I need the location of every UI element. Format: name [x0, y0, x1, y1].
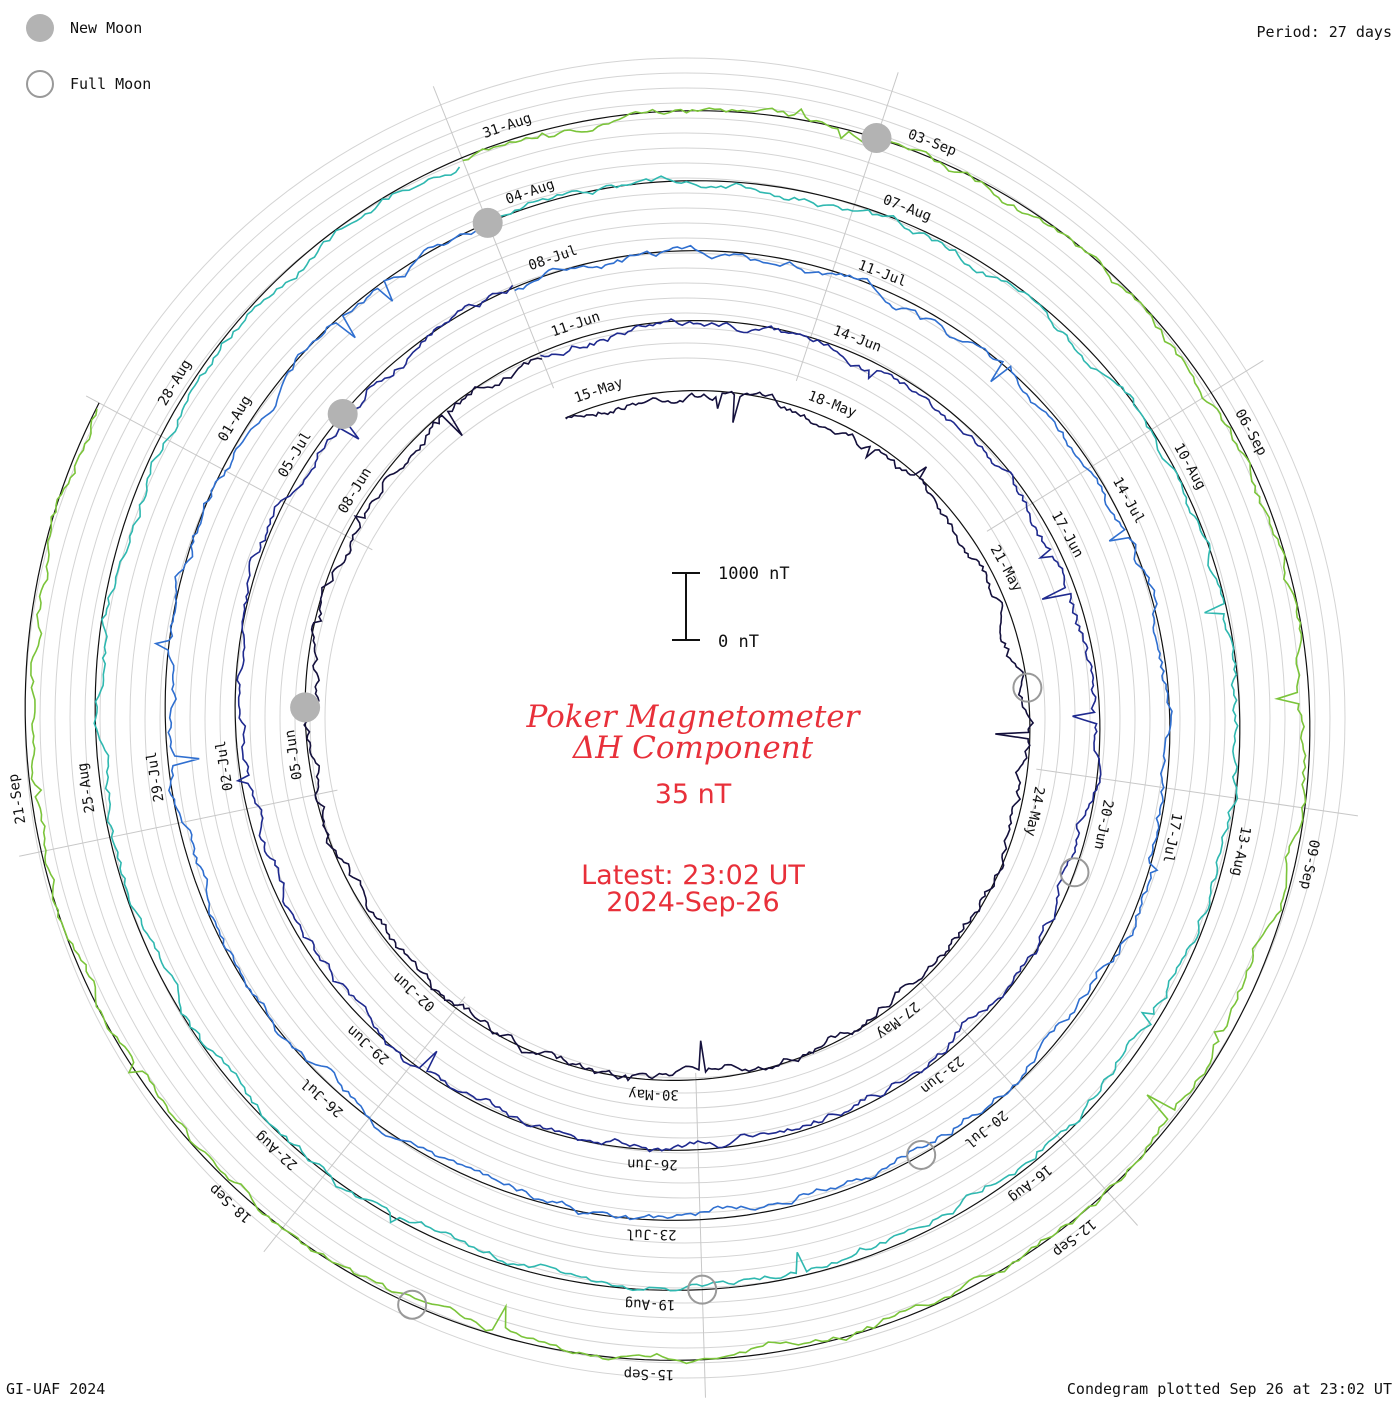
current-value: 35 nT — [655, 779, 732, 810]
date-label: 02-Jun — [390, 969, 439, 1014]
title-line-1: Poker Magnetometer — [526, 699, 862, 735]
full-moon-icon — [26, 70, 54, 98]
grid-spoke — [1036, 768, 1358, 817]
grid-spoke — [695, 1072, 706, 1398]
grid-ring — [54, 87, 1316, 1349]
grid-ring — [204, 237, 1166, 1199]
date-label: 21-Sep — [6, 773, 30, 825]
grid-spoke — [432, 86, 555, 389]
new-moon-marker — [472, 207, 503, 238]
grid-ring — [84, 117, 1286, 1319]
latest-time: Latest: 23:02 UT — [581, 860, 805, 891]
grid-spoke — [986, 359, 1264, 532]
trace-rotation-1 — [303, 357, 1035, 1082]
new-moon-marker — [290, 692, 321, 723]
full-moon-marker — [687, 1274, 718, 1305]
date-label: 11-Jun — [549, 309, 602, 341]
grid-ring — [249, 282, 1121, 1154]
date-label: 21-May — [987, 543, 1026, 595]
legend-new-moon-label: New Moon — [70, 19, 143, 37]
date-label: 05-Jun — [282, 729, 306, 781]
date-label: 10-Aug — [1170, 441, 1209, 493]
trace-rotation-4 — [93, 166, 1239, 1292]
date-label: 23-Jul — [626, 1226, 677, 1243]
scale-bottom-label: 0 nT — [718, 632, 759, 652]
moon-markers — [290, 123, 1090, 1320]
date-label: 18-May — [806, 388, 859, 421]
data-traces — [30, 107, 1307, 1365]
grid-ring — [144, 177, 1226, 1259]
date-label: 15-Sep — [624, 1366, 675, 1383]
trace-rotation-2 — [235, 284, 1102, 1153]
trace-rotation-5 — [30, 107, 1307, 1365]
date-label: 22-Aug — [252, 1128, 301, 1173]
new-moon-icon — [26, 14, 54, 42]
grid-ring — [174, 207, 1196, 1229]
date-label: 09-Sep — [1297, 838, 1322, 891]
grid-spoke — [795, 72, 899, 382]
new-moon-marker — [327, 399, 358, 430]
full-moon-marker — [1059, 857, 1090, 888]
date-label: 18-Sep — [206, 1181, 255, 1226]
period-label: Period: 27 days — [1256, 23, 1392, 41]
grid-rings — [24, 57, 1346, 1379]
date-label: 25-Aug — [75, 762, 99, 814]
grid-spoke — [263, 996, 466, 1253]
grid-spokes — [19, 72, 1358, 1398]
full-moon-marker — [1012, 672, 1043, 703]
legend-full-moon: Full Moon — [26, 68, 151, 100]
grid-ring — [324, 357, 1046, 1079]
center-title: Poker Magnetometer ΔH Component 35 nT La… — [526, 699, 862, 918]
grid-spoke — [920, 982, 1138, 1226]
date-label: 06-Sep — [1231, 407, 1270, 459]
grid-spoke — [85, 395, 373, 551]
new-moon-marker — [861, 123, 892, 154]
scale-bar: 1000 nT 0 nT — [672, 564, 790, 652]
date-label: 30-May — [628, 1086, 679, 1103]
full-moon-marker — [906, 1139, 937, 1170]
date-label: 15-May — [572, 375, 625, 407]
full-moon-marker — [397, 1289, 428, 1320]
date-label: 14-Jun — [831, 323, 884, 356]
grid-ring — [219, 252, 1151, 1184]
date-label: 17-Jul — [1159, 812, 1184, 865]
date-label: 19-Aug — [625, 1296, 676, 1313]
grid-ring — [69, 102, 1301, 1334]
grid-ring — [264, 297, 1106, 1139]
footer-credit: GI-UAF 2024 — [6, 1380, 106, 1398]
date-label: 07-Aug — [881, 192, 934, 225]
grid-ring — [189, 222, 1181, 1214]
grid-ring — [279, 312, 1091, 1124]
date-label: 01-Aug — [215, 393, 255, 445]
date-label: 02-Jul — [213, 740, 237, 792]
date-label: 04-Aug — [504, 176, 557, 208]
date-label: 26-Jul — [298, 1075, 347, 1120]
footer-plotted: Condegram plotted Sep 26 at 23:02 UT — [1066, 1380, 1392, 1398]
title-line-2: ΔH Component — [572, 730, 814, 766]
trace-rotation-3 — [153, 223, 1173, 1221]
legend-full-moon-label: Full Moon — [70, 75, 152, 93]
date-label: 26-Jun — [627, 1156, 678, 1173]
date-label: 08-Jul — [526, 243, 579, 275]
date-label: 20-Jun — [1091, 798, 1116, 851]
grid-ring — [99, 132, 1271, 1304]
legend-new-moon: New Moon — [26, 12, 142, 44]
date-label: 29-Jul — [144, 751, 168, 803]
date-label: 17-Jun — [1048, 509, 1087, 561]
date-label: 16-Aug — [1005, 1161, 1054, 1205]
date-label: 11-Jul — [856, 257, 909, 290]
grid-ring — [159, 192, 1211, 1244]
date-label: 20-Jul — [961, 1107, 1010, 1151]
latest-date: 2024-Sep-26 — [606, 887, 779, 918]
scale-top-label: 1000 nT — [718, 564, 790, 584]
